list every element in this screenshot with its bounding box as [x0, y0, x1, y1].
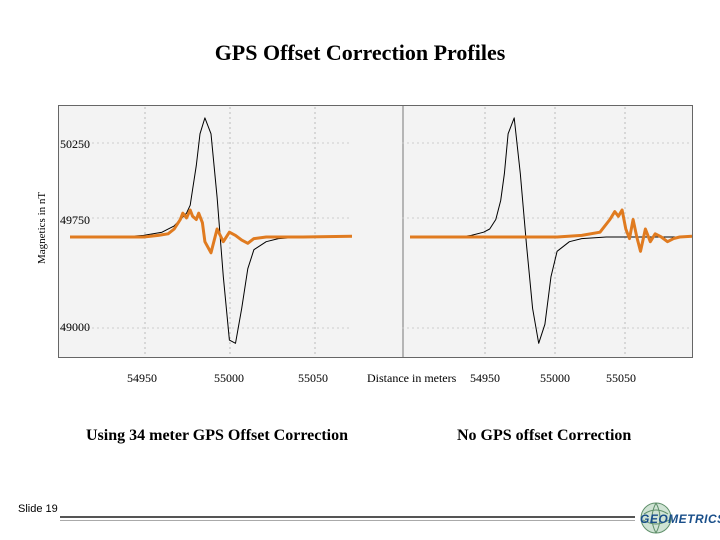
x-tick-label: 55000	[214, 371, 244, 385]
slide-title: GPS Offset Correction Profiles	[214, 40, 506, 65]
y-axis-label: Magnetics in nT	[36, 191, 48, 264]
y-tick-label: 49750	[60, 213, 90, 227]
x-tick-label: 54950	[127, 371, 157, 385]
x-tick-label: 54950	[470, 371, 500, 385]
uncorrected-profile-line	[410, 117, 692, 344]
x-tick-label: 55050	[298, 371, 328, 385]
right-panel-caption: No GPS offset Correction	[457, 427, 632, 444]
logo-text: GEOMETRICS	[640, 512, 720, 526]
x-axis-label: Distance in meters	[367, 371, 457, 385]
left-panel-caption: Using 34 meter GPS Offset Correction	[86, 427, 349, 444]
uncorrected-profile-line	[70, 117, 352, 344]
corrected-profile-line	[70, 208, 353, 255]
x-tick-label: 55050	[606, 371, 636, 385]
corrected-profile-line	[410, 208, 693, 253]
x-tick-label: 55000	[540, 371, 570, 385]
slide-number: Slide 19	[18, 503, 58, 515]
y-tick-label: 50250	[60, 137, 90, 151]
y-tick-label: 49000	[60, 320, 90, 334]
geometrics-globe-logo-icon	[640, 502, 672, 534]
footer-divider	[60, 516, 635, 518]
footer-divider-thin	[60, 520, 635, 521]
